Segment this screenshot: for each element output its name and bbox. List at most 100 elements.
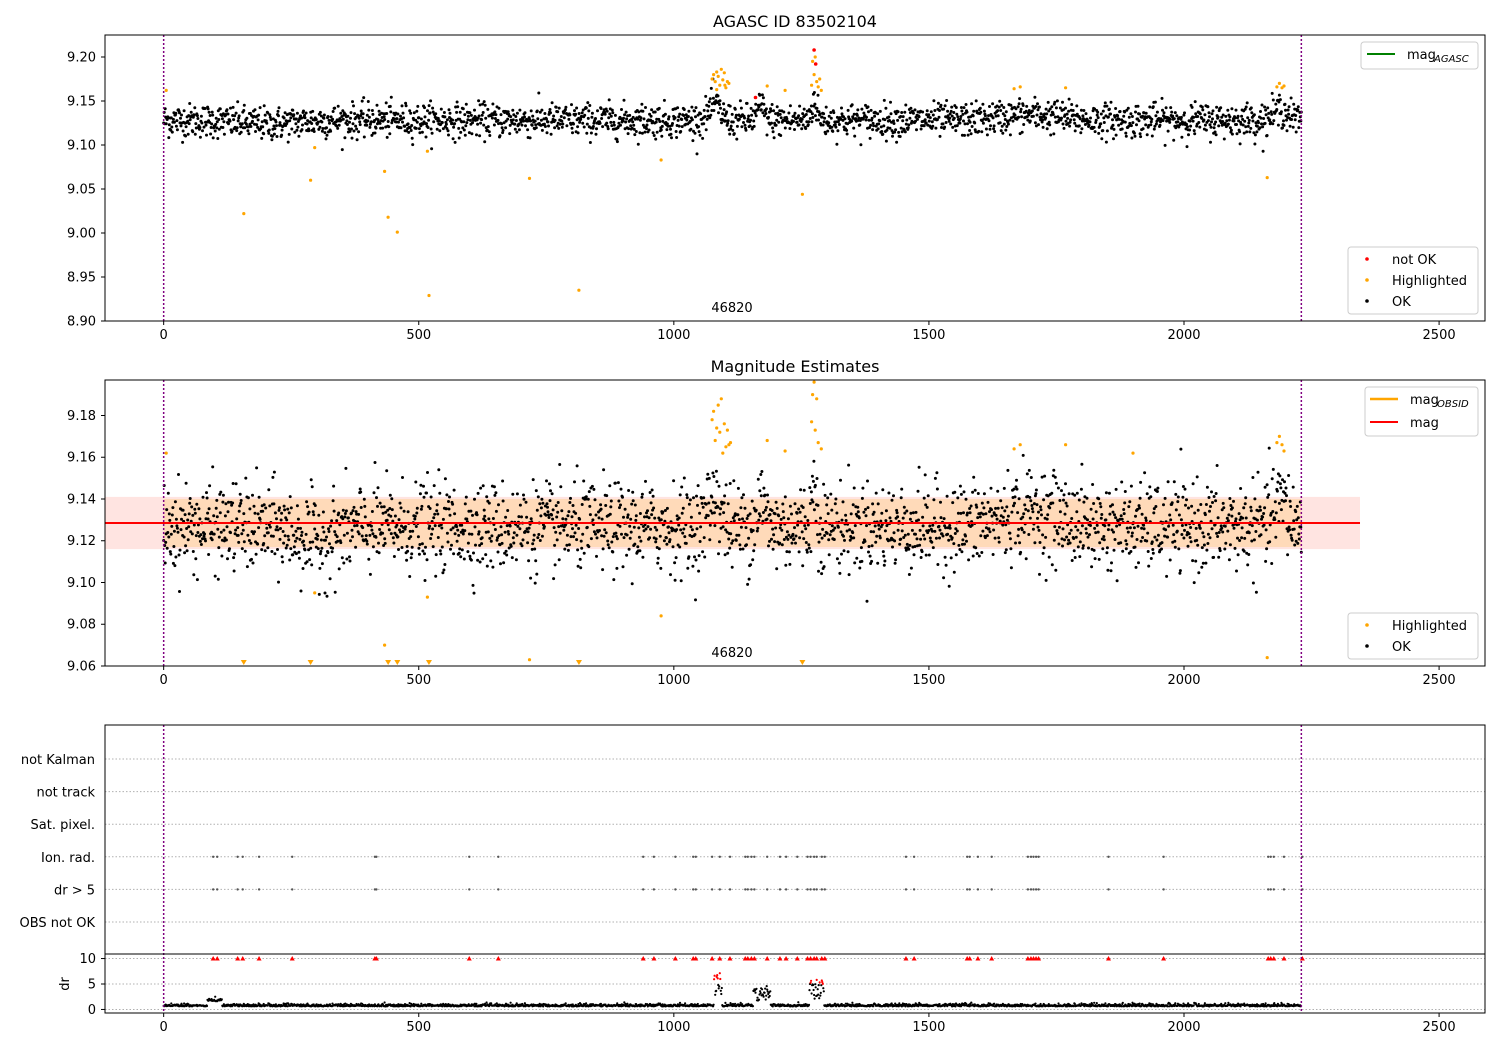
ok-point [649,114,653,118]
ok-point [535,109,539,113]
ok-point [401,111,405,115]
ok-point [939,103,943,107]
ok-point [1129,124,1133,128]
ok-point [973,488,977,492]
flag-point [784,855,788,858]
ok-point [770,121,773,125]
ok-point [1163,496,1167,500]
ok-point [676,543,680,547]
ok-point [189,110,193,114]
ok-point [278,506,281,510]
ok-point [447,133,450,137]
panel1-y-axis: 8.908.959.009.059.109.159.20 [67,51,105,330]
ok-point [743,116,746,120]
ok-point [204,539,207,543]
ok-point [735,533,739,537]
ok-point [1113,513,1116,517]
ok-point [1291,485,1295,489]
ok-point [842,549,846,553]
ok-point [235,129,239,133]
flag-point [642,888,645,891]
ok-point [700,501,704,505]
ok-point [1155,538,1159,542]
ok-point [218,107,222,111]
ok-point [898,542,902,546]
ok-point [748,124,752,128]
ok-point [590,115,594,119]
flag-point [1029,855,1033,858]
ok-point [1142,523,1146,527]
ok-point [636,545,640,549]
ok-point [239,499,243,502]
ok-point [1042,546,1046,550]
ok-point [245,565,249,569]
ok-point [1193,132,1197,136]
highlighted-below-marker [394,660,401,665]
ok-point [457,533,461,537]
ok-point [893,561,897,565]
ok-point [1098,541,1102,545]
ok-point [1013,113,1017,117]
ok-point [1196,508,1200,512]
ok-point [878,119,882,123]
ok-point [506,530,510,533]
ok-point [1160,547,1163,551]
ok-point [954,527,958,531]
ok-point [1225,516,1229,520]
ok-point [601,125,605,129]
ok-point [170,524,174,528]
ok-point [399,530,402,534]
ok-point [1201,531,1205,535]
ok-point [1075,491,1079,495]
ok-point [752,549,756,553]
ok-point [959,106,963,109]
ok-point [739,525,743,529]
ok-point [262,542,266,545]
ok-point [1109,100,1113,104]
ok-point [455,100,459,104]
flag-point [976,855,980,858]
ok-point [882,98,886,102]
highlighted-point [659,614,663,618]
ok-point [845,128,849,132]
ok-point [388,132,392,136]
ok-point [1118,110,1122,113]
ok-point [654,120,658,124]
ok-point [1260,122,1263,126]
ok-point [358,487,362,491]
ok-point [1263,121,1267,125]
ok-point [261,509,265,513]
ok-point [1294,539,1298,543]
ok-point [1034,105,1038,108]
ok-point [864,514,868,518]
ok-point [1144,123,1148,127]
ok-point [557,106,561,110]
ok-point [1272,119,1276,123]
ok-point [754,102,758,106]
ok-point [320,120,324,124]
ok-point [385,112,389,115]
y-tick-label: 9.14 [67,492,96,507]
ok-point [593,498,597,502]
ok-point [509,544,513,548]
ok-point [597,516,601,520]
ok-point [447,507,451,511]
highlighted-point [718,83,722,87]
ok-point [937,524,941,528]
ok-point [677,516,681,520]
ok-point [1117,123,1121,127]
ok-point [801,112,805,116]
ok-point [1247,121,1251,125]
ok-point [313,527,317,531]
highlighted-below-marker [307,660,314,665]
ok-point [1293,543,1297,547]
ok-point [562,111,566,115]
ok-point [623,113,627,117]
ok-point [1065,535,1069,539]
ok-point [968,120,972,124]
flag-point [291,888,294,891]
ok-point [855,556,859,560]
ok-point [792,119,795,123]
ok-point [359,506,363,509]
highlighted-point [765,84,769,88]
